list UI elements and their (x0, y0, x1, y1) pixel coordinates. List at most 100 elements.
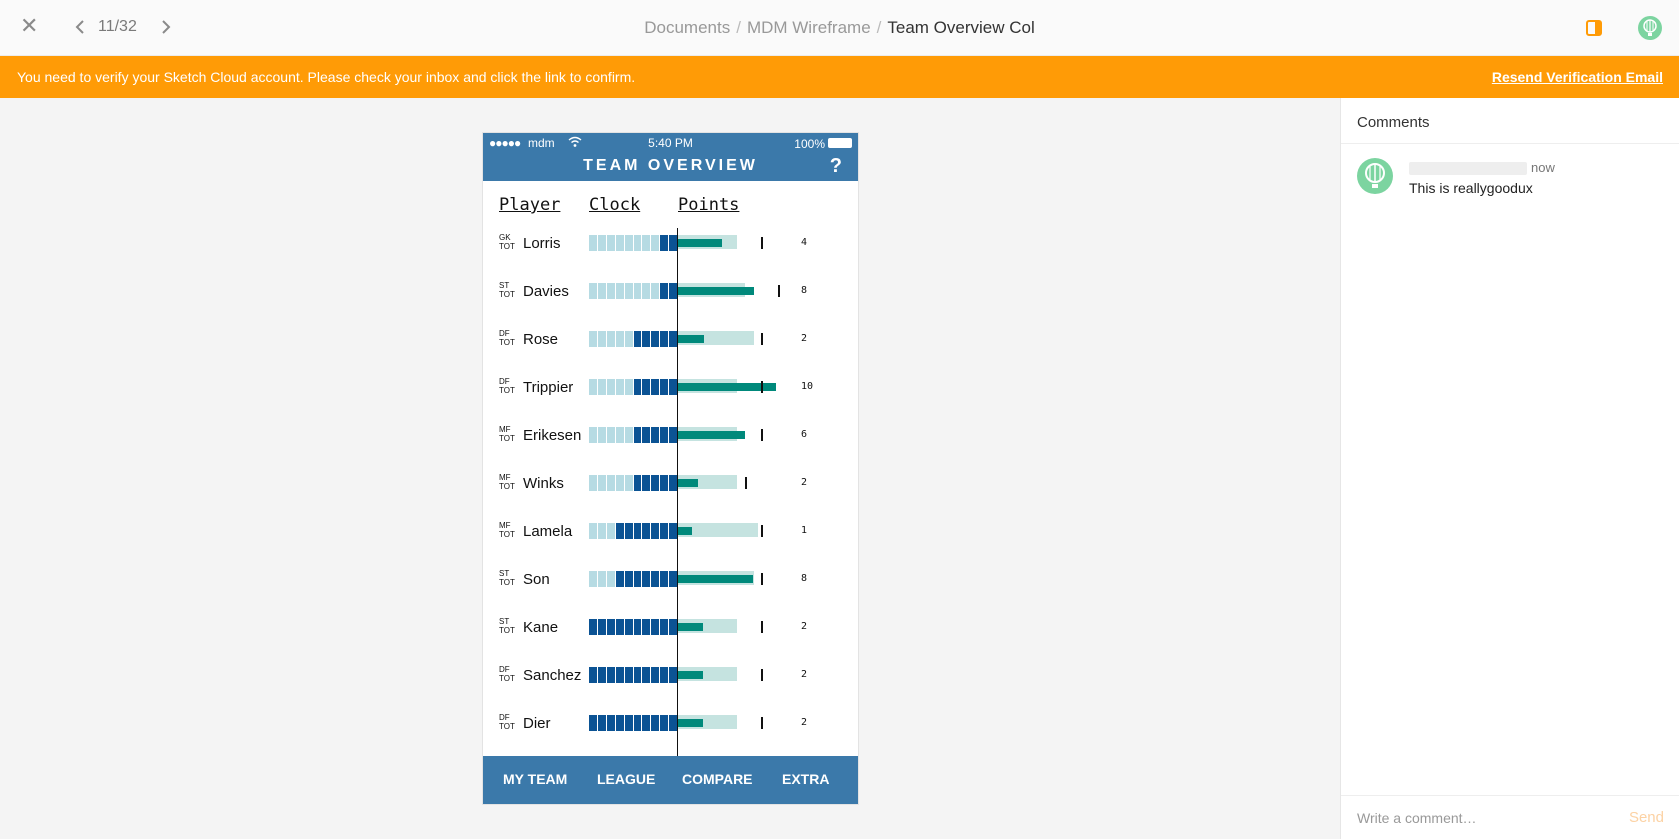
screen-title: TEAM OVERVIEW (583, 157, 758, 174)
chevron-right-icon[interactable] (158, 18, 174, 36)
team-code: TOT (499, 530, 515, 539)
clock-segment (624, 427, 633, 443)
clock-segment (651, 523, 660, 539)
clock-segment (624, 283, 633, 299)
points-bar (678, 239, 722, 247)
clock-segment (606, 571, 615, 587)
comment-text: This is reallygoodux (1409, 180, 1533, 196)
position-code: MF (499, 521, 511, 530)
tab-my-team[interactable]: MY TEAM (503, 771, 568, 787)
clock-segment (669, 331, 678, 347)
comment-item: now This is reallygoodux (1357, 158, 1667, 208)
points-target-tick (778, 285, 780, 297)
position-code: MF (499, 425, 511, 434)
tab-compare[interactable]: COMPARE (682, 771, 753, 787)
user-avatar[interactable] (1638, 16, 1662, 40)
phone-artboard: ●●●●● mdm 5:40 PM 100% TEAM OVERVIEW ? P… (483, 133, 858, 804)
breadcrumb-current: Team Overview Col (887, 18, 1035, 37)
breadcrumb-document[interactable]: MDM Wireframe (746, 18, 871, 37)
sidebar-toggle-icon[interactable] (1586, 20, 1602, 36)
column-header-clock[interactable]: Clock (589, 195, 641, 215)
position-code: ST (499, 281, 510, 290)
status-time: 5:40 PM (648, 136, 693, 150)
tab-extra[interactable]: EXTRA (782, 771, 830, 787)
clock-segment (669, 523, 678, 539)
player-position: ST TOT (499, 617, 515, 635)
chevron-left-icon[interactable] (72, 18, 88, 36)
clock-segment (615, 571, 624, 587)
clock-segment (589, 235, 597, 251)
clock-segment (624, 619, 633, 635)
close-icon[interactable]: ✕ (20, 13, 39, 38)
clock-segment (651, 283, 660, 299)
wifi-icon (568, 136, 582, 147)
clock-segment (660, 475, 669, 491)
points-target-tick (761, 525, 763, 537)
verification-banner: You need to verify your Sketch Cloud acc… (0, 56, 1679, 98)
tab-league[interactable]: LEAGUE (597, 771, 656, 787)
player-row[interactable]: GK TOT Lorris 4 (483, 228, 858, 268)
clock-segment (615, 283, 624, 299)
clock-segment (660, 379, 669, 395)
clock-segment (589, 283, 597, 299)
clock-segment (642, 523, 651, 539)
player-row[interactable]: DF TOT Dier 2 (483, 708, 858, 748)
signal-dots: ●●●●● (489, 136, 521, 150)
player-name: Dier (523, 715, 551, 732)
column-header-player[interactable]: Player (499, 195, 561, 215)
clock-segment (651, 331, 660, 347)
points-value: 4 (801, 237, 808, 248)
clock-segment (660, 715, 669, 731)
player-row[interactable]: ST TOT Son 8 (483, 564, 858, 604)
player-name: Sanchez (523, 667, 582, 684)
clock-segment (651, 619, 660, 635)
resend-verification-link[interactable]: Resend Verification Email (1491, 69, 1663, 85)
clock-segment (633, 283, 642, 299)
position-code: GK (499, 233, 511, 242)
points-bar (678, 287, 754, 295)
points-value: 2 (801, 477, 808, 488)
player-row[interactable]: MF TOT Lamela 1 (483, 516, 858, 556)
comment-input[interactable] (1357, 806, 1607, 830)
clock-segment (597, 571, 606, 587)
player-position: DF TOT (499, 377, 515, 395)
clock-segment (615, 475, 624, 491)
team-code: TOT (499, 482, 515, 491)
player-row[interactable]: ST TOT Kane 2 (483, 612, 858, 652)
clock-bar (589, 715, 678, 731)
position-code: ST (499, 617, 510, 626)
clock-bar (589, 619, 678, 635)
clock-segment (660, 619, 669, 635)
clock-segment (624, 379, 633, 395)
commenter-avatar (1357, 158, 1393, 194)
clock-segment (589, 571, 597, 587)
player-row[interactable]: DF TOT Sanchez 2 (483, 660, 858, 700)
points-value: 10 (801, 381, 814, 392)
player-row[interactable]: ST TOT Davies 8 (483, 276, 858, 316)
points-bar (678, 383, 776, 391)
player-row[interactable]: DF TOT Rose 2 (483, 324, 858, 364)
clock-segment (597, 427, 606, 443)
player-name: Trippier (523, 379, 574, 396)
points-bar (678, 479, 698, 487)
clock-segment (669, 475, 678, 491)
player-row[interactable]: MF TOT Erikesen 6 (483, 420, 858, 460)
points-value: 1 (801, 525, 808, 536)
clock-segment (589, 475, 597, 491)
points-target-tick (761, 429, 763, 441)
player-row[interactable]: DF TOT Trippier 10 (483, 372, 858, 412)
clock-segment (642, 571, 651, 587)
column-header-points[interactable]: Points (678, 195, 740, 215)
player-name: Davies (523, 283, 569, 300)
clock-segment (606, 283, 615, 299)
clock-segment (615, 427, 624, 443)
clock-segment (642, 331, 651, 347)
comment-time: now (1531, 160, 1555, 175)
clock-segment (589, 523, 597, 539)
send-button[interactable]: Send (1628, 809, 1664, 826)
help-button[interactable]: ? (829, 155, 842, 177)
clock-segment (669, 379, 678, 395)
clock-segment (606, 667, 615, 683)
breadcrumb-documents[interactable]: Documents (644, 18, 731, 37)
player-row[interactable]: MF TOT Winks 2 (483, 468, 858, 508)
